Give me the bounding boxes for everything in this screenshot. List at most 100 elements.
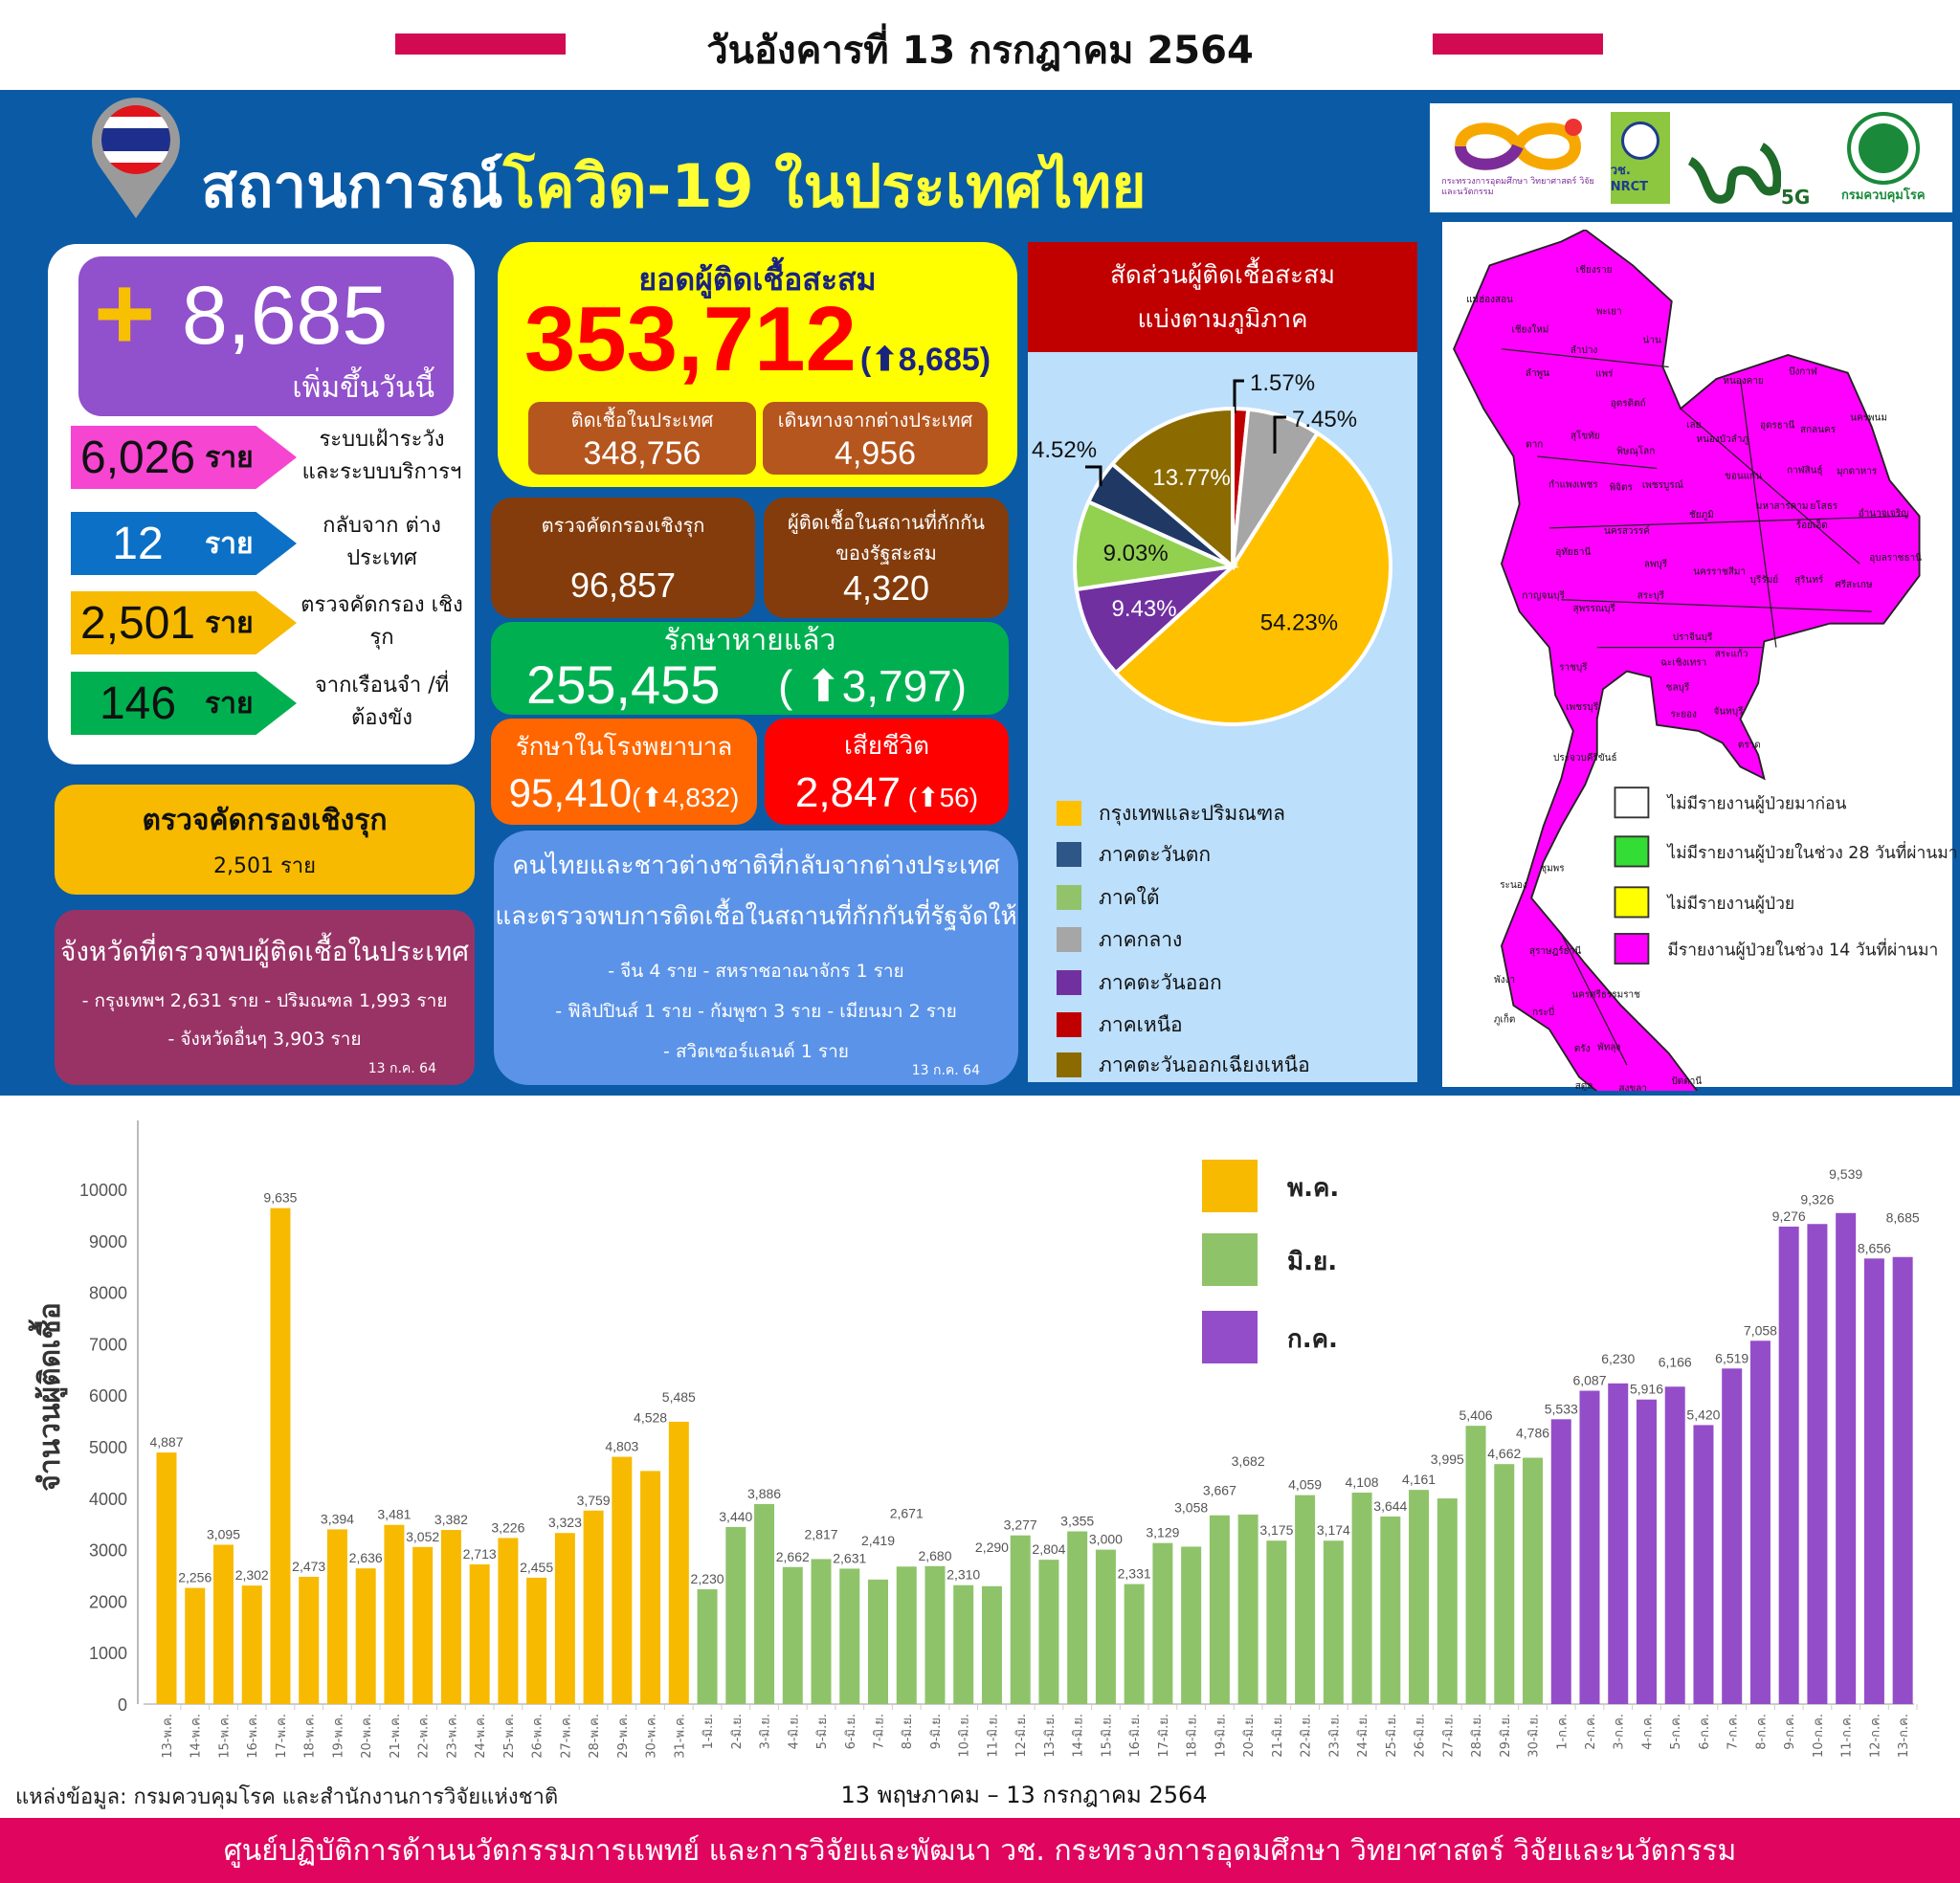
province-label: สระบุรี (1637, 589, 1665, 601)
province-label: ร้อยเอ็ด (1796, 518, 1828, 531)
bar-value-label: 5,406 (1459, 1407, 1493, 1423)
bar (782, 1566, 803, 1704)
province-border (1561, 599, 1872, 612)
chart-legend-swatch (1202, 1233, 1258, 1286)
legend-swatch (1057, 1052, 1081, 1077)
bar-value-label: 3,226 (491, 1519, 524, 1535)
nrct-logo: วช. NRCT (1610, 112, 1670, 204)
data-source: แหล่งข้อมูล: กรมควบคุมโรค และสำนักงานการ… (15, 1785, 559, 1809)
province-label: กำแพงเพชร (1548, 479, 1598, 490)
province-label: ลำพูน (1526, 368, 1549, 379)
logos-strip: กระทรวงการอุดมศึกษา วิทยาศาสตร์ วิจัยและ… (1430, 103, 1952, 212)
x-tick-label: 23-พ.ค. (445, 1714, 459, 1759)
province-label: สุโขทัย (1570, 429, 1600, 441)
province-label: จันทบุรี (1714, 705, 1745, 717)
plus-sign: + (94, 255, 156, 372)
x-tick-label: 14-มิ.ย. (1072, 1714, 1086, 1758)
x-tick-label: 8-ก.ค. (1754, 1714, 1769, 1750)
bar (668, 1421, 689, 1704)
thailand-shape (1453, 230, 1921, 1091)
up-arrow-icon: ⬆ (871, 342, 899, 378)
pie-legend-item: ภาคตะวันออก (1057, 969, 1222, 996)
bar-value-label: 5,420 (1686, 1407, 1720, 1422)
bar-value-label: 3,886 (747, 1486, 781, 1501)
province-label: สตูล (1575, 1081, 1593, 1091)
bar (185, 1587, 206, 1704)
province-label: พัทลุง (1597, 1043, 1620, 1053)
y-tick-label: 8000 (89, 1284, 127, 1303)
x-tick-label: 2-มิ.ย. (730, 1714, 745, 1749)
x-tick-label: 17-พ.ค. (275, 1714, 289, 1759)
x-tick-label: 26-พ.ค. (531, 1714, 546, 1759)
y-tick-label: 7000 (89, 1335, 127, 1354)
provinces-line-1: - กรุงเทพฯ 2,631 ราย - ปริมณฑล 1,993 ราย (81, 990, 448, 1011)
breakdown-label: ระบบเฝ้าระวัง และระบบบริการฯ (301, 428, 462, 484)
bar-value-label: 3,174 (1317, 1522, 1350, 1538)
new-cases-today-card: + 8,685 เพิ่มขึ้นวันนี้ (78, 256, 454, 416)
x-tick-label: 12-ก.ค. (1868, 1714, 1882, 1758)
legend-swatch (1057, 885, 1081, 910)
province-label: ปราจีนบุรี (1673, 631, 1713, 643)
bar-value-label: 3,644 (1373, 1498, 1407, 1514)
province-label: ตาก (1526, 440, 1543, 451)
x-tick-label: 10-มิ.ย. (958, 1714, 972, 1758)
x-tick-label: 18-พ.ค. (303, 1714, 318, 1759)
province-label: พิจิตร (1610, 483, 1634, 494)
province-label: ศรีสะเกษ (1835, 579, 1873, 590)
bar (498, 1538, 519, 1704)
bar-value-label: 2,671 (890, 1505, 924, 1520)
bar (697, 1589, 718, 1704)
ministry-higher-education-logo: กระทรวงการอุดมศึกษา วิทยาศาสตร์ วิจัยและ… (1441, 107, 1594, 209)
x-tick-label: 3-ก.ค. (1613, 1714, 1627, 1750)
province-label: ปัตตานี (1671, 1075, 1702, 1087)
bar (526, 1577, 547, 1704)
x-tick-label: 16-พ.ค. (246, 1714, 260, 1759)
legend-swatch (1057, 842, 1081, 867)
bar (1095, 1549, 1116, 1704)
province-label: เชียงใหม่ (1511, 323, 1548, 335)
province-label: กาญจนบุรี (1522, 589, 1565, 601)
province-label: กระบี่ (1532, 1005, 1554, 1018)
pie-label: 13.77% (1152, 465, 1230, 491)
bar (583, 1510, 604, 1704)
bar-value-label: 6,230 (1601, 1351, 1635, 1366)
x-tick-label: 16-มิ.ย. (1128, 1714, 1143, 1758)
chart-legend-label: มิ.ย. (1287, 1248, 1337, 1276)
bar-value-label: 3,058 (1174, 1499, 1208, 1515)
legend-swatch (1057, 927, 1081, 952)
y-axis-title: จำนวนผู้ติดเชื้อ (28, 1302, 68, 1491)
bar-value-label: 4,059 (1288, 1477, 1322, 1493)
pie-label: 1.57% (1250, 370, 1315, 396)
bar (1807, 1224, 1828, 1704)
breakdown-unit: ราย (205, 687, 254, 720)
province-label: ราชบุรี (1559, 661, 1588, 673)
bar (1038, 1560, 1059, 1704)
pie-label: 54.23% (1260, 609, 1338, 635)
chart-legend-label: ก.ค. (1287, 1325, 1338, 1354)
breakdown-badge: 6,026 ราย (71, 426, 297, 489)
bar-value-label: 4,161 (1402, 1472, 1436, 1487)
pie-leader-line (1273, 415, 1286, 454)
province-label: บุรีรัมย์ (1750, 574, 1778, 586)
bar-value-label: 5,916 (1630, 1382, 1663, 1397)
bar (725, 1526, 746, 1704)
active-screening-value: 2,501 ราย (212, 853, 317, 878)
bar (1266, 1540, 1287, 1704)
province-label: นครพนม (1850, 413, 1887, 424)
province-label: นครศรีธรรมราช (1571, 989, 1640, 1001)
y-tick-label: 5000 (89, 1438, 127, 1457)
bar (1465, 1426, 1486, 1704)
province-label: เชียงราย (1576, 264, 1613, 276)
cumulative-title: ยอดผู้ติดเชื้อสะสม (638, 261, 877, 298)
regional-pie-chart: 1.57% 7.45% 54.23% 9.43% 9.03% 4.52% 13.77% (1032, 370, 1392, 726)
x-tick-label: 24-มิ.ย. (1356, 1714, 1370, 1758)
breakdown-unit: ราย (205, 607, 254, 639)
map-legend-label: มีรายงานผู้ป่วยในช่วง 14 วันที่ผ่านมา (1667, 938, 1938, 960)
recovered-delta: ( ⬆3,797) (778, 661, 968, 711)
pie-label: 4.52% (1032, 437, 1097, 463)
x-tick-label: 23-มิ.ย. (1327, 1714, 1342, 1758)
province-label: ชลบุรี (1666, 681, 1690, 693)
x-tick-label: 13-ก.ค. (1897, 1714, 1911, 1758)
bar (1067, 1531, 1088, 1704)
pie-legend-item: ภาคกลาง (1057, 926, 1182, 953)
